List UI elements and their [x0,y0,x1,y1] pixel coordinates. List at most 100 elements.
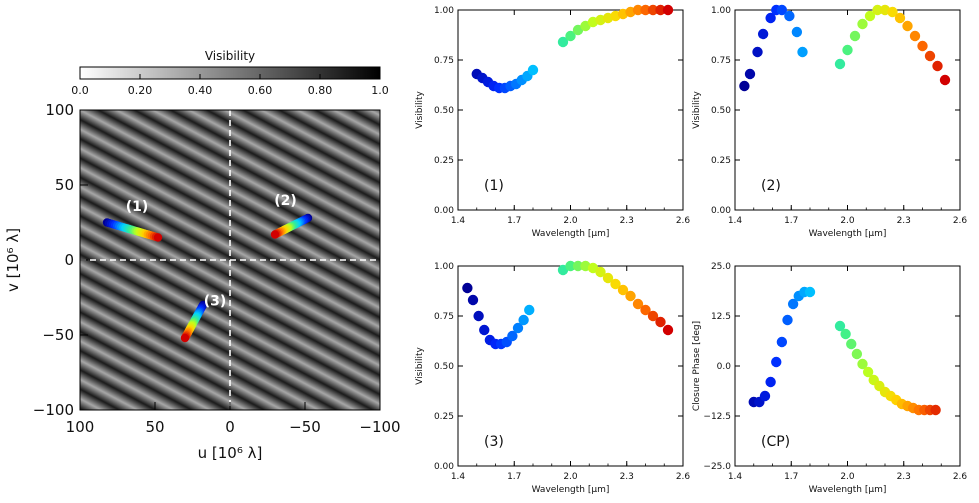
data-point [787,298,799,310]
panel-xtick-label: 1.4 [728,472,743,482]
panel-ylabel: Visibility [415,346,425,384]
data-point [894,12,906,24]
data-point [932,60,943,72]
data-point [791,26,803,38]
spectrum-panel: 1.4 1.7 2.0 2.3 2.6 0.00 0.25 0.50 0.75 1.00 Wavel… [415,260,690,495]
data-point [765,12,776,24]
data-point [625,290,636,302]
data-point [834,58,846,70]
panel-xtick-label: 2.3 [620,472,634,482]
data-point [849,30,861,42]
data-point [647,310,659,322]
panel-xtick-label: 2.6 [953,472,968,482]
colorbar-ticks: 0.0 0.20 0.40 0.60 0.80 1.0 [71,74,389,97]
panel-ylabel: Visibility [692,90,702,128]
panel-ytick-label: 0.25 [711,156,731,166]
uv-track-label: (3) [204,294,227,310]
panel-xlabel: Wavelength [μm] [809,229,887,239]
data-point [857,18,868,30]
panel-xtick-label: 2.3 [897,472,911,482]
data-point [473,310,484,322]
panel-xlabel: Wavelength [μm] [532,229,610,239]
data-point [862,366,874,378]
colorbar-gradient [79,66,381,80]
panel-xtick-label: 1.4 [451,216,466,226]
uv-xtick-label: 100 [66,418,95,436]
data-point [757,28,769,40]
panel-ytick-label: 0.75 [434,312,454,322]
data-point [655,316,666,328]
data-point [917,40,928,52]
uv-xtick-label: 0 [225,418,235,436]
panel-ytick-label: 0.0 [717,362,732,372]
data-point [507,330,518,342]
panel-ytick-label: 0.75 [711,56,731,66]
data-point [655,4,666,16]
panel-xtick-label: 2.3 [897,216,911,226]
data-point [572,260,584,272]
uv-xlabel: u [10⁶ λ] [198,444,263,462]
panel-xtick-label: 1.7 [507,216,521,226]
panel-ytick-label: 0.25 [434,412,454,422]
uv-track-point [180,333,190,343]
panel-label: (3) [484,434,504,450]
panel-ytick-label: 1.00 [711,6,731,16]
panel-ytick-label: 0.50 [434,362,454,372]
data-point [557,36,569,48]
data-point [842,44,853,56]
panel-xtick-label: 2.0 [563,472,578,482]
data-point [864,10,876,22]
colorbar-tick-label: 0.40 [188,84,213,97]
data-point [462,282,473,294]
uv-ytick-label: −100 [33,401,74,419]
panel-xtick-label: 1.7 [784,472,798,482]
panel-xtick-label: 1.4 [728,216,743,226]
data-point [640,4,651,16]
spectra-panels: 1.4 1.7 2.0 2.3 2.6 0.00 0.25 0.50 0.75 1.00 Wavel… [415,4,968,495]
data-point [512,322,524,334]
panel-xlabel: Wavelength [μm] [809,485,887,495]
panel-xtick-label: 1.7 [507,472,521,482]
data-point [640,304,651,316]
panel-ytick-label: 1.00 [434,6,454,16]
data-point [662,324,674,336]
data-point [784,10,795,22]
data-point [518,314,529,326]
data-point [647,4,659,16]
data-point [565,30,576,42]
data-point [479,324,490,336]
uv-xtick-label: −100 [359,418,400,436]
data-point [771,356,782,368]
data-point [776,336,788,348]
data-point [930,404,941,416]
data-point [632,4,644,16]
panel-ytick-label: −12.5 [703,412,731,422]
colorbar-tick-label: 0.0 [71,84,89,97]
panel-ytick-label: 25.0 [711,262,731,272]
data-point [776,4,788,16]
panel-ytick-label: 12.5 [711,312,731,322]
panel-xtick-label: 2.6 [953,216,968,226]
data-point [527,64,539,76]
uv-xtick-label: −50 [289,418,321,436]
data-point [887,6,898,18]
data-point [840,328,851,340]
panel-ytick-label: −25.0 [703,462,731,472]
panel-ytick-label: 1.00 [434,262,454,272]
panel-ytick-label: 0.00 [434,462,454,472]
panel-ylabel: Visibility [415,90,425,128]
data-point [924,50,936,62]
data-point [939,74,951,86]
spectrum-panel: 1.4 1.7 2.0 2.3 2.6 0.00 0.25 0.50 0.75 1.00 Wavel… [415,4,690,239]
data-point [610,278,621,290]
colorbar-tick-label: 0.20 [128,84,153,97]
colorbar-tick-label: 0.80 [308,84,333,97]
data-point [467,294,479,306]
colorbar: Visibility 0.0 0.20 0.40 0.60 0.80 1.0 [71,49,389,97]
colorbar-tick-label: 0.60 [248,84,273,97]
panel-xtick-label: 2.0 [840,216,855,226]
uv-track-label: (2) [274,193,297,209]
panel-xtick-label: 1.4 [451,472,466,482]
